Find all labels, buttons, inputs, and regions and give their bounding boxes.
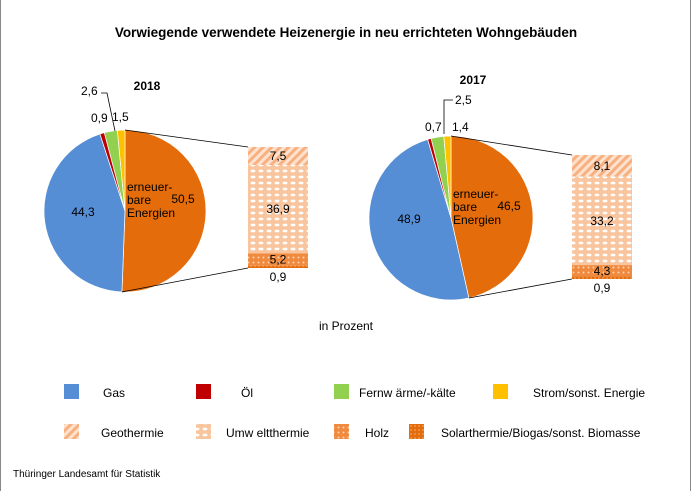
leader-line [101, 92, 116, 132]
legend-swatch [334, 384, 349, 399]
renewable-label: Energien [127, 206, 175, 220]
pie-title: 2018 [134, 79, 161, 93]
bar-segment-Geothermie [248, 147, 308, 165]
bar-label: 5,2 [270, 253, 287, 267]
legend-label: Fernw ärme/-kälte [359, 386, 456, 400]
data-label: 0,9 [91, 111, 108, 125]
legend-swatch [196, 424, 211, 439]
bar-label: 0,9 [270, 270, 287, 284]
data-label: 2,5 [455, 93, 472, 107]
legend-label: Holz [365, 426, 389, 440]
renewable-label: bare [127, 193, 151, 207]
renewable-label: erneuer- [127, 180, 172, 194]
legend-label: Gas [103, 386, 125, 400]
legend-label: Strom/sonst. Energie [533, 386, 645, 400]
legend-label: Öl [241, 386, 253, 400]
bar-segment-Umweltthermie [248, 164, 308, 254]
bar-label: 8,1 [594, 159, 611, 173]
bar-label: 4,3 [594, 264, 611, 278]
connector-line [450, 135, 573, 156]
pie-slice-Strom/sonst. Energie [443, 135, 452, 219]
legend-swatch [409, 424, 424, 439]
pie-title: 2017 [460, 73, 487, 87]
pie-slice-erneuerbare Energien [121, 129, 207, 293]
bar-label: 0,9 [594, 281, 611, 295]
bar-label: 33,2 [590, 214, 614, 228]
bar-label: 7,5 [270, 149, 287, 163]
bar-segment-Holz [572, 265, 632, 277]
pie-slice-erneuerbare Energien [450, 135, 534, 299]
data-label: 1,5 [112, 110, 129, 124]
data-label: 1,4 [452, 120, 469, 134]
bar-segment-Geothermie [572, 155, 632, 177]
legend-swatch [64, 424, 79, 439]
legend-swatch [196, 384, 211, 399]
connector-line [468, 278, 573, 299]
pie-slice-Gas [368, 138, 470, 301]
connector-line [124, 129, 249, 148]
legend: Gas Öl Fernw ärme/-kälte Strom/sonst. Energ… [64, 384, 645, 440]
unit-label: in Prozent [319, 319, 374, 333]
pie-slice-Gas [43, 133, 126, 293]
renewable-label: erneuer- [453, 187, 498, 201]
chart-title: Vorwiegende verwendete Heizenergie in ne… [115, 25, 577, 40]
legend-swatch [334, 424, 349, 439]
pie-slice-Strom/sonst. Energie [116, 129, 126, 212]
bar-segment-Holz [248, 253, 308, 266]
bar-segment-Umweltthermie [572, 176, 632, 266]
data-label: 46,5 [497, 199, 521, 213]
bar-segment-Solarthermie/Biogas/sonst. Biomasse [572, 276, 632, 279]
legend-swatch [64, 384, 79, 399]
data-label: 50,5 [171, 192, 195, 206]
leader-line [443, 99, 453, 134]
legend-label: Geothermie [101, 426, 164, 440]
data-label: 2,6 [81, 84, 98, 98]
legend-label: Umw eltthermie [226, 426, 310, 440]
renewable-label: bare [453, 200, 477, 214]
data-label: 44,3 [71, 205, 95, 219]
legend-label: Solarthermie/Biogas/sonst. Biomasse [441, 426, 641, 440]
data-label: 0,7 [425, 120, 442, 134]
connector-line [121, 267, 249, 293]
legend-swatch [493, 384, 508, 399]
bar-segment-Solarthermie/Biogas/sonst. Biomasse [248, 265, 308, 268]
renewable-label: Energien [453, 213, 501, 227]
bar-label: 36,9 [266, 202, 290, 216]
source-note: Thüringer Landesamt für Statistik [13, 469, 161, 480]
data-label: 48,9 [397, 212, 421, 226]
